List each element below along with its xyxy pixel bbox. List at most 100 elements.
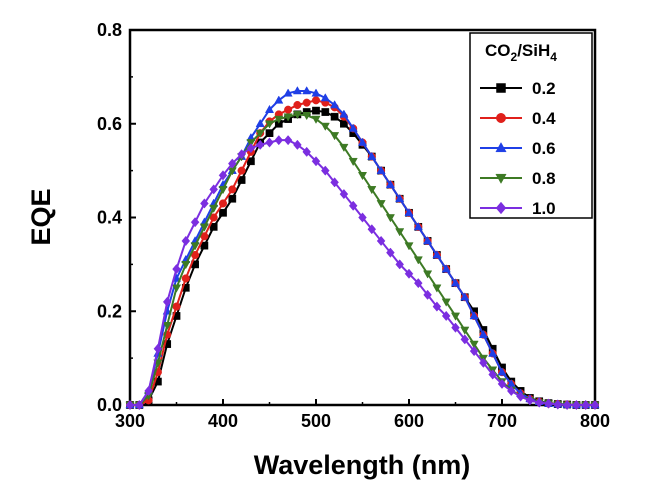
data-point <box>321 165 330 176</box>
data-point <box>469 311 479 320</box>
data-point <box>581 399 590 411</box>
data-point <box>385 214 395 223</box>
data-point <box>237 149 246 160</box>
data-point <box>386 247 395 258</box>
data-point <box>330 100 340 109</box>
legend-title-part: CO <box>485 41 511 60</box>
data-point <box>367 224 377 235</box>
legend-title-part: 4 <box>550 50 557 64</box>
data-point <box>330 112 339 121</box>
data-point <box>283 135 293 146</box>
data-point <box>441 264 451 273</box>
legend-marker <box>495 173 507 184</box>
axis-ticks: 300 400 500 600 700 800 0.0 0.2 0.4 0.6 0.8 <box>97 20 610 431</box>
data-point <box>255 139 265 150</box>
data-point <box>125 399 135 411</box>
data-point <box>432 301 442 312</box>
data-point <box>497 378 507 389</box>
y-axis-title: EQE <box>26 188 56 245</box>
legend-marker <box>495 142 507 153</box>
y-tick-label: 0.8 <box>97 20 122 40</box>
data-point <box>190 242 200 251</box>
data-point <box>367 151 377 160</box>
data-point <box>432 250 442 259</box>
data-point <box>265 137 274 148</box>
data-point <box>172 263 181 275</box>
data-point <box>348 200 358 211</box>
data-point <box>302 98 311 107</box>
legend-label: 0.8 <box>532 169 556 188</box>
data-point <box>228 185 237 194</box>
data-point <box>218 199 228 208</box>
data-point <box>572 399 581 411</box>
data-point <box>460 326 470 335</box>
y-tick-label: 0.2 <box>97 301 122 321</box>
data-point <box>478 329 488 338</box>
data-point <box>497 367 507 376</box>
data-point <box>283 113 293 122</box>
legend: CO2/SiH4 0.2 0.4 0.6 0.8 1.0 <box>469 32 593 219</box>
series-layer <box>125 86 600 411</box>
data-point <box>357 172 368 181</box>
data-point <box>423 289 432 300</box>
x-tick-label: 800 <box>580 411 610 431</box>
data-point <box>404 242 414 251</box>
data-point <box>171 284 182 293</box>
data-point <box>413 256 423 265</box>
data-point <box>283 88 293 97</box>
data-point <box>507 385 516 397</box>
data-point <box>339 188 349 200</box>
data-point <box>320 122 330 131</box>
data-point <box>292 86 302 95</box>
data-point <box>265 129 274 137</box>
data-point <box>311 88 321 97</box>
data-point <box>218 170 228 181</box>
data-point <box>228 158 237 169</box>
data-point <box>441 298 451 307</box>
data-point <box>357 137 368 146</box>
data-point <box>385 179 395 188</box>
data-point <box>348 123 358 132</box>
legend-title: CO2/SiH4 <box>485 41 557 64</box>
data-point <box>200 198 209 209</box>
x-tick-label: 300 <box>115 411 145 431</box>
data-point <box>339 109 349 118</box>
data-point <box>264 120 275 129</box>
data-point <box>209 204 219 213</box>
data-point <box>395 259 404 270</box>
data-point <box>293 100 302 110</box>
legend-item-0.4: 0.4 <box>480 109 556 128</box>
legend-title-part: /SiH <box>517 41 550 60</box>
data-point <box>237 166 246 175</box>
data-point <box>590 399 600 411</box>
data-point <box>293 139 302 150</box>
x-tick-label: 600 <box>394 411 424 431</box>
data-point <box>292 111 302 120</box>
x-tick-label: 400 <box>208 411 238 431</box>
data-point <box>479 357 488 368</box>
data-point <box>181 261 191 270</box>
data-point <box>376 165 386 174</box>
data-point <box>181 235 191 247</box>
data-point <box>330 132 340 141</box>
data-point <box>302 112 312 121</box>
data-point <box>302 146 311 157</box>
legend-item-0.8: 0.8 <box>480 169 556 188</box>
data-point <box>199 223 209 232</box>
data-point <box>358 212 367 223</box>
data-point <box>172 302 181 311</box>
data-point <box>255 118 265 128</box>
data-point <box>488 369 497 380</box>
data-point <box>525 395 535 406</box>
legend-item-0.6: 0.6 <box>480 139 556 158</box>
data-point <box>144 385 153 397</box>
data-point <box>414 278 423 289</box>
data-point <box>228 194 237 203</box>
data-point <box>274 115 284 124</box>
data-point <box>255 129 265 138</box>
data-point <box>451 322 460 333</box>
legend-marker <box>496 113 506 123</box>
data-point <box>423 236 433 245</box>
legend-label: 0.4 <box>532 109 556 128</box>
